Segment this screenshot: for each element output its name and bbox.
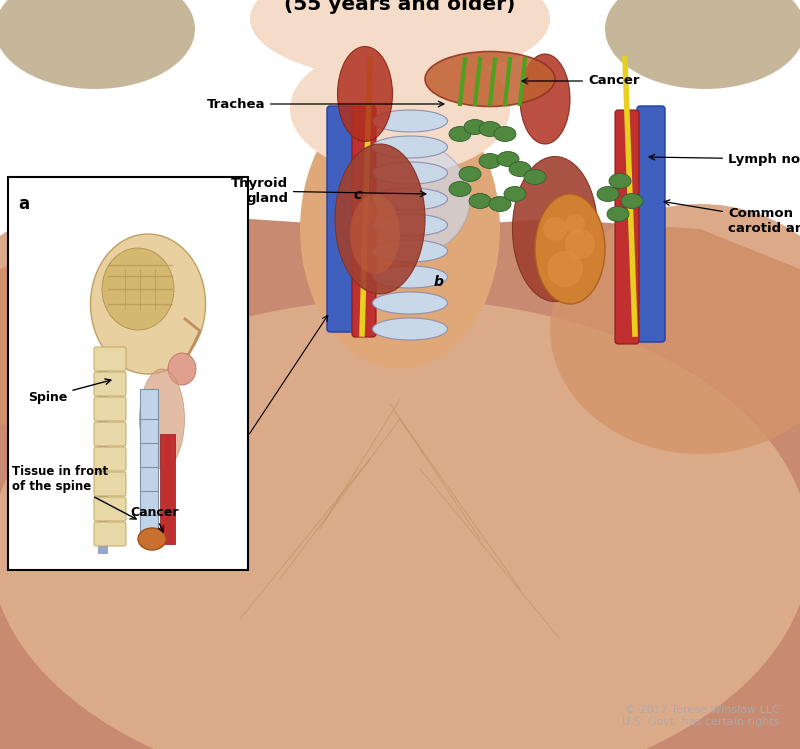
Bar <box>140 389 158 544</box>
Ellipse shape <box>102 248 174 330</box>
Text: Tissue in front
of the spine: Tissue in front of the spine <box>12 465 136 519</box>
Ellipse shape <box>90 234 206 374</box>
Ellipse shape <box>0 299 800 749</box>
Ellipse shape <box>535 194 605 304</box>
Ellipse shape <box>330 139 470 259</box>
Circle shape <box>543 217 567 241</box>
Ellipse shape <box>504 187 526 201</box>
Text: Cancer: Cancer <box>522 74 639 88</box>
Ellipse shape <box>373 136 447 158</box>
Ellipse shape <box>479 121 501 136</box>
Ellipse shape <box>489 196 511 211</box>
Ellipse shape <box>449 181 471 196</box>
Text: Lymph node: Lymph node <box>649 153 800 166</box>
Ellipse shape <box>373 214 447 236</box>
Ellipse shape <box>373 188 447 210</box>
Ellipse shape <box>479 154 501 169</box>
FancyBboxPatch shape <box>94 422 126 446</box>
Ellipse shape <box>168 353 196 385</box>
FancyBboxPatch shape <box>94 472 126 496</box>
Ellipse shape <box>139 369 185 469</box>
Ellipse shape <box>597 187 619 201</box>
Text: a: a <box>18 195 29 213</box>
FancyBboxPatch shape <box>94 497 126 521</box>
Bar <box>8 177 248 570</box>
FancyBboxPatch shape <box>615 110 639 344</box>
Text: b: b <box>434 276 443 289</box>
Ellipse shape <box>290 0 510 54</box>
Text: Cancer: Cancer <box>130 506 178 532</box>
Ellipse shape <box>520 54 570 144</box>
Ellipse shape <box>0 0 195 89</box>
Text: Thyroid
gland: Thyroid gland <box>231 177 426 205</box>
Ellipse shape <box>609 174 631 189</box>
Ellipse shape <box>607 207 629 222</box>
Ellipse shape <box>513 157 598 302</box>
Ellipse shape <box>550 204 800 454</box>
Ellipse shape <box>459 166 481 181</box>
FancyBboxPatch shape <box>94 447 126 471</box>
Ellipse shape <box>494 127 516 142</box>
Ellipse shape <box>373 266 447 288</box>
Ellipse shape <box>138 528 166 550</box>
FancyBboxPatch shape <box>94 347 126 371</box>
Ellipse shape <box>509 162 531 177</box>
FancyBboxPatch shape <box>94 397 126 421</box>
Ellipse shape <box>605 0 800 89</box>
Text: Trachea: Trachea <box>206 97 444 111</box>
Ellipse shape <box>524 169 546 184</box>
FancyBboxPatch shape <box>637 106 665 342</box>
Text: © 2017 Terese Winslow LLC
U.S. Govt. has certain rights: © 2017 Terese Winslow LLC U.S. Govt. has… <box>622 706 780 727</box>
Ellipse shape <box>497 151 519 166</box>
FancyBboxPatch shape <box>94 522 126 546</box>
Ellipse shape <box>373 162 447 184</box>
Ellipse shape <box>425 52 555 106</box>
Ellipse shape <box>335 144 425 294</box>
Ellipse shape <box>621 193 643 208</box>
Ellipse shape <box>300 89 500 369</box>
FancyBboxPatch shape <box>352 106 376 337</box>
Text: Stage IVA Papillary and Follicular Thyroid Cancer
(55 years and older): Stage IVA Papillary and Follicular Thyro… <box>121 0 679 14</box>
Text: Spine: Spine <box>28 379 111 404</box>
FancyBboxPatch shape <box>94 372 126 396</box>
Ellipse shape <box>350 194 400 274</box>
Ellipse shape <box>469 193 491 208</box>
Ellipse shape <box>373 240 447 262</box>
Text: c: c <box>354 188 362 201</box>
FancyBboxPatch shape <box>327 106 355 332</box>
Ellipse shape <box>250 0 550 79</box>
Circle shape <box>547 251 583 287</box>
Ellipse shape <box>373 110 447 132</box>
Ellipse shape <box>464 120 486 135</box>
Circle shape <box>565 214 585 234</box>
Ellipse shape <box>449 127 471 142</box>
Ellipse shape <box>338 46 393 142</box>
Ellipse shape <box>290 44 510 174</box>
Text: Common
carotid artery: Common carotid artery <box>664 200 800 235</box>
Bar <box>160 434 175 544</box>
Ellipse shape <box>0 204 250 454</box>
Bar <box>98 354 108 554</box>
Ellipse shape <box>373 318 447 340</box>
Circle shape <box>565 229 595 259</box>
Polygon shape <box>0 219 800 749</box>
Ellipse shape <box>373 292 447 314</box>
